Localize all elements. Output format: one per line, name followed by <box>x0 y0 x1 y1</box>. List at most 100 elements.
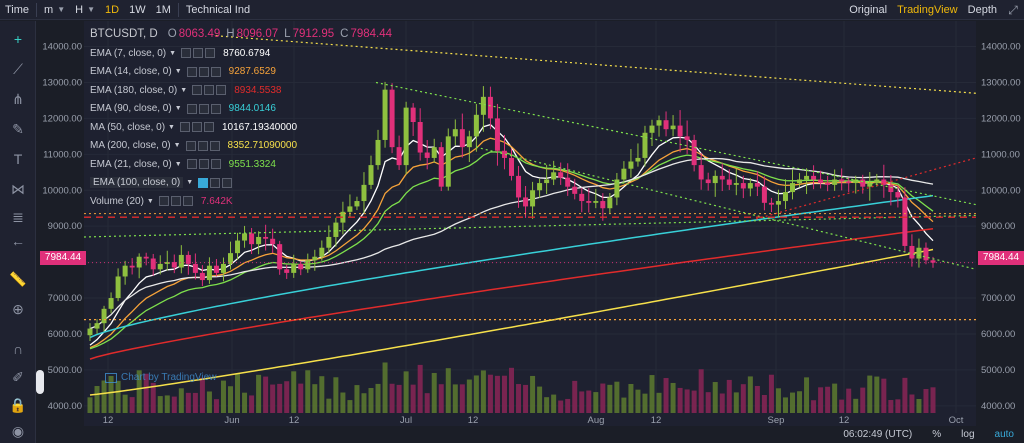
settings-icon[interactable] <box>191 122 202 133</box>
magnet-icon[interactable]: ∩ <box>12 341 24 357</box>
settings-icon[interactable] <box>198 159 209 170</box>
toolbar-collapse-handle[interactable] <box>36 370 44 394</box>
visibility-icon[interactable] <box>158 196 169 207</box>
text-icon[interactable]: T <box>13 151 23 167</box>
close-icon[interactable] <box>222 177 233 188</box>
crosshair-icon[interactable]: + <box>13 31 23 47</box>
ema-90-line <box>89 194 934 339</box>
volume-bar <box>417 364 423 413</box>
indicator-row[interactable]: EMA (14, close, 0) ▼ 9287.6529 <box>90 63 297 82</box>
volume-bar <box>487 374 493 413</box>
volume-bar <box>150 382 156 413</box>
visibility-icon[interactable] <box>181 48 192 59</box>
volume-bar <box>832 383 838 413</box>
volume-bar <box>797 391 803 413</box>
technical-indicators-button[interactable]: Technical Ind <box>185 3 251 16</box>
percent-toggle[interactable]: % <box>932 429 942 440</box>
settings-icon[interactable] <box>204 85 215 96</box>
trend-line-icon[interactable]: ⟋ <box>13 60 23 77</box>
visibility-icon[interactable] <box>198 177 209 188</box>
close-icon[interactable] <box>216 85 227 96</box>
zoom-in-icon[interactable]: ⊕ <box>12 300 24 317</box>
price-tick-label: 14000.00 <box>42 42 82 53</box>
fullscreen-icon[interactable]: ⤢ <box>1008 2 1018 17</box>
volume-bar <box>544 397 550 413</box>
candle-body <box>157 263 163 270</box>
chevron-down-icon: ▼ <box>174 160 182 168</box>
interval-1w-button[interactable]: 1W <box>129 3 146 16</box>
settings-icon[interactable] <box>197 140 208 151</box>
view-original-tab[interactable]: Original <box>849 4 888 16</box>
volume-bar <box>888 400 894 413</box>
settings-icon[interactable] <box>193 48 204 59</box>
close-icon[interactable] <box>203 122 214 133</box>
indicator-row[interactable]: EMA (7, close, 0) ▼ 8760.6794 <box>90 44 297 63</box>
candle-body <box>656 120 662 126</box>
visibility-icon[interactable] <box>192 85 203 96</box>
indicator-row[interactable]: Volume (20) ▼ 7.642K <box>90 192 297 211</box>
settings-icon[interactable] <box>170 196 181 207</box>
lock-icon[interactable]: 🔒 <box>9 396 27 413</box>
indicator-value: 8352.71090000 <box>227 140 298 152</box>
candle-body <box>902 197 908 246</box>
candle-body <box>347 206 353 212</box>
close-icon[interactable] <box>210 159 221 170</box>
volume-bar <box>635 389 641 413</box>
visibility-icon[interactable] <box>186 159 197 170</box>
indicator-row[interactable]: MA (200, close, 0) ▼ 8352.71090000 <box>90 137 297 156</box>
eye-icon[interactable]: ◉ <box>11 422 25 439</box>
interval-1d-button[interactable]: 1D <box>105 3 120 16</box>
indicator-row[interactable]: EMA (180, close, 0) ▼ 8934.5538 <box>90 81 297 100</box>
hour-dropdown[interactable]: H ▼ <box>70 0 100 20</box>
pencil-lock-icon[interactable]: ✐ <box>12 368 24 385</box>
pattern-icon[interactable]: ⋈ <box>11 180 25 197</box>
volume-bar <box>881 378 887 413</box>
log-toggle[interactable]: log <box>961 429 975 440</box>
close-icon[interactable] <box>210 103 221 114</box>
indicator-name: MA (200, close, 0) <box>90 140 171 152</box>
candle-body <box>523 197 529 207</box>
volume-bar <box>438 384 444 413</box>
close-icon[interactable] <box>210 66 221 77</box>
tradingview-watermark[interactable]: Chart by TradingView <box>105 372 216 383</box>
settings-icon[interactable] <box>210 177 221 188</box>
interval-1m-button[interactable]: 1M <box>155 3 171 16</box>
price-tick-label: 11000.00 <box>43 149 82 160</box>
volume-bar <box>530 375 536 413</box>
indicator-row[interactable]: MA (50, close, 0) ▼ 10167.19340000 <box>90 118 297 137</box>
indicator-row[interactable]: EMA (90, close, 0) ▼ 9844.0146 <box>90 100 297 119</box>
indicator-row[interactable]: EMA (21, close, 0) ▼ 9551.3324 <box>90 155 297 174</box>
settings-icon[interactable] <box>198 66 209 77</box>
candle-body <box>263 236 269 239</box>
minute-dropdown[interactable]: m ▼ <box>39 0 70 20</box>
ruler-icon[interactable]: 📏 <box>9 270 27 287</box>
volume-bar <box>354 385 360 413</box>
volume-bar <box>298 383 304 413</box>
price-axis: 4000.00 4000.00 5000.00 5000.00 6000.00 6000.… <box>42 42 1020 412</box>
high-value: 8096.07 <box>236 28 279 40</box>
pitchfork-icon[interactable]: ⋔ <box>12 90 24 107</box>
visibility-icon[interactable] <box>186 103 197 114</box>
volume-bar <box>185 392 191 413</box>
view-depth-tab[interactable]: Depth <box>967 4 997 16</box>
price-tick-label: 4000.00 <box>981 401 1015 412</box>
fibonacci-icon[interactable]: ≣ <box>12 208 24 225</box>
visibility-icon[interactable] <box>179 122 190 133</box>
visibility-icon[interactable] <box>186 66 197 77</box>
back-arrow-icon[interactable]: ← <box>11 233 25 249</box>
visibility-icon[interactable] <box>185 140 196 151</box>
time-tick-label: 12 <box>839 415 850 426</box>
indicator-row[interactable]: EMA (100, close, 0) ▼ <box>90 174 297 193</box>
brush-icon[interactable]: ✎ <box>12 120 24 137</box>
upper-channel-trendline <box>375 81 977 206</box>
auto-scale-toggle[interactable]: auto <box>994 429 1014 440</box>
symbol-label[interactable]: BTCUSDT, D <box>90 28 158 40</box>
close-icon[interactable] <box>209 140 220 151</box>
candle-body <box>452 129 458 137</box>
candle-body <box>509 157 514 176</box>
price-chart[interactable]: 4000.00 4000.00 5000.00 5000.00 6000.00 6000.… <box>36 21 1024 426</box>
close-icon[interactable] <box>205 48 216 59</box>
view-tradingview-tab[interactable]: TradingView <box>897 4 958 16</box>
settings-icon[interactable] <box>198 103 209 114</box>
close-icon[interactable] <box>182 196 193 207</box>
